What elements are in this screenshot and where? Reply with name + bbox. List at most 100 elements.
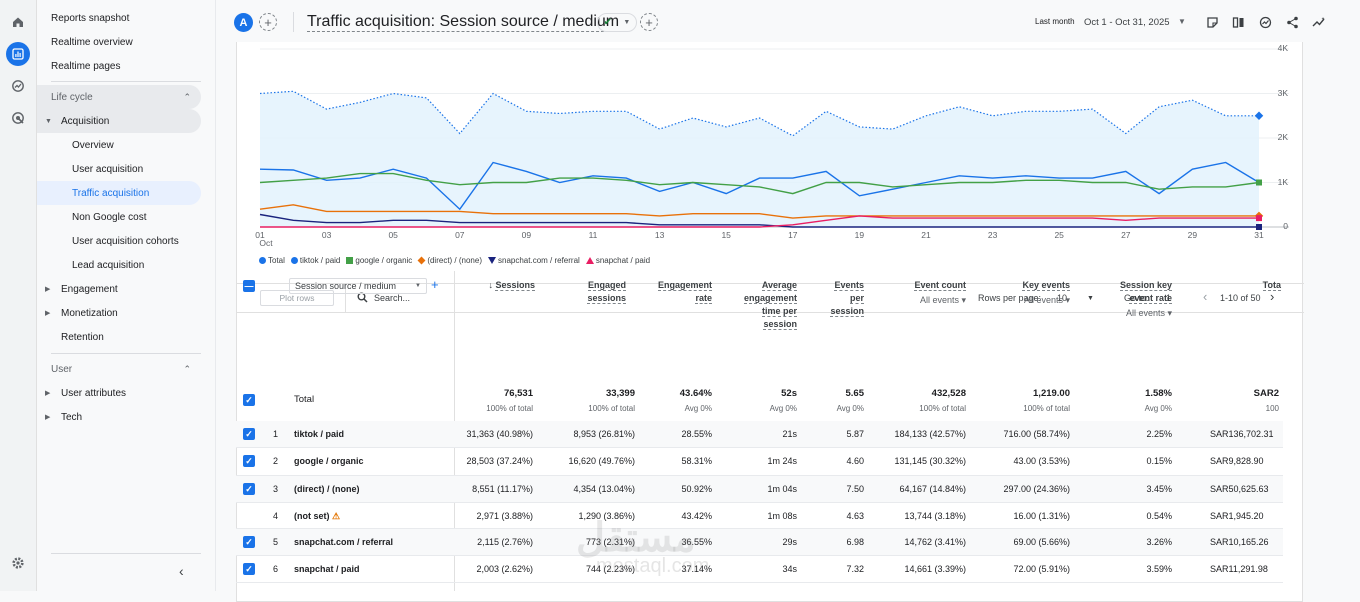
- event-filter-dropdown[interactable]: All events ▾: [1125, 308, 1172, 318]
- legend-item[interactable]: Total: [259, 256, 285, 265]
- nav-monetization[interactable]: ▶ Monetization: [37, 301, 201, 325]
- search-input[interactable]: Search...: [374, 292, 411, 303]
- nav-realtime-overview[interactable]: Realtime overview: [37, 30, 201, 54]
- nav-retention[interactable]: Retention: [37, 325, 201, 349]
- plot-rows-button[interactable]: Plot rows: [260, 290, 334, 306]
- row-number: 2: [273, 456, 279, 466]
- collapse-chevron-left-icon[interactable]: ‹: [179, 563, 184, 579]
- warning-icon[interactable]: ⚠: [329, 511, 341, 521]
- table-row[interactable]: ✓ 5 snapchat.com / referral 2,115 (2.76%) 77…: [236, 529, 1283, 556]
- total-value: 1,219.00: [1033, 388, 1070, 399]
- advertising-icon[interactable]: [6, 106, 30, 130]
- table-row[interactable]: 4 (not set) ⚠ 2,971 (3.88%) 1,290 (3.86%) 43…: [236, 503, 1283, 529]
- row-dimension-value[interactable]: google / organic: [294, 456, 364, 466]
- col-total-revenue[interactable]: Tota: [1241, 279, 1281, 292]
- row-checkbox[interactable]: [243, 510, 255, 522]
- home-icon[interactable]: [6, 10, 30, 34]
- section-life-cycle[interactable]: Life cycle ⌃: [37, 85, 201, 109]
- nav-non-google-cost[interactable]: Non Google cost: [37, 205, 201, 229]
- nav-lead-acquisition[interactable]: Lead acquisition: [37, 253, 201, 277]
- row-checkbox[interactable]: ✓: [243, 483, 255, 495]
- nav-label: Traffic acquisition: [72, 187, 150, 199]
- table-row[interactable]: ✓ 6 snapchat / paid 2,003 (2.62%) 744 (2.23%…: [236, 556, 1283, 583]
- col-session-key-event-rate[interactable]: Session key event rate All events ▾: [1102, 279, 1172, 320]
- explore-icon[interactable]: [6, 74, 30, 98]
- row-checkbox[interactable]: ✓: [243, 455, 255, 467]
- dimension-selector[interactable]: Session source / medium ▼: [289, 278, 427, 294]
- dimension-text: (direct) / (none): [294, 484, 360, 494]
- col-engaged-sessions[interactable]: Engaged sessions: [566, 279, 626, 305]
- insights-icon[interactable]: [1256, 13, 1274, 31]
- legend-item[interactable]: google / organic: [346, 256, 412, 265]
- row-cell: 4.60: [846, 456, 864, 466]
- legend-label: snapchat / paid: [595, 256, 651, 265]
- nav-user-acquisition[interactable]: User acquisition: [37, 157, 201, 181]
- nav-engagement[interactable]: ▶ Engagement: [37, 277, 201, 301]
- nav-user-attributes[interactable]: ▶ User attributes: [37, 381, 201, 405]
- total-checkbox[interactable]: ✓: [243, 394, 255, 406]
- table-row[interactable]: ✓ 1 tiktok / paid 31,363 (40.98%) 8,953 (26.…: [236, 421, 1283, 448]
- nav-label: User acquisition: [72, 163, 144, 175]
- add-comparison-plus-icon[interactable]: +: [259, 13, 277, 31]
- col-events-per-session[interactable]: Events per session: [824, 279, 864, 318]
- caret-down-icon[interactable]: ▼: [1087, 295, 1094, 302]
- date-caret-down-icon[interactable]: ▼: [1178, 17, 1186, 26]
- event-filter-dropdown[interactable]: All events ▾: [1023, 295, 1070, 305]
- nav-reports-snapshot[interactable]: Reports snapshot: [37, 6, 201, 30]
- table-row[interactable]: ✓ 3 (direct) / (none) 8,551 (11.17%) 4,354 (…: [236, 476, 1283, 503]
- share-icon[interactable]: [1283, 13, 1301, 31]
- settings-gear-icon[interactable]: [6, 551, 30, 575]
- nav-acquisition-overview[interactable]: Overview: [37, 133, 201, 157]
- edit-report-icon[interactable]: [1203, 13, 1221, 31]
- rows-per-page-select[interactable]: 10: [1057, 293, 1068, 303]
- legend-item[interactable]: tiktok / paid: [290, 256, 340, 265]
- legend-item[interactable]: snapchat / paid: [585, 256, 651, 265]
- col-avg-engagement-time[interactable]: Average engagement time per session: [730, 279, 797, 331]
- total-value: 432,528: [931, 388, 966, 399]
- add-dimension-plus-icon[interactable]: +: [431, 277, 439, 292]
- reports-icon[interactable]: [6, 42, 30, 66]
- row-dimension-value[interactable]: snapchat / paid: [294, 564, 360, 574]
- x-tick-label: 15: [721, 230, 731, 240]
- add-filter-plus-icon[interactable]: +: [640, 13, 658, 31]
- row-checkbox[interactable]: ✓: [243, 563, 255, 575]
- main-content: A + Traffic acquisition: Session source …: [216, 0, 1360, 602]
- row-dimension-value[interactable]: (direct) / (none): [294, 484, 360, 494]
- event-filter-dropdown[interactable]: All events ▾: [919, 295, 966, 305]
- col-engagement-rate[interactable]: Engagement rate: [656, 279, 712, 305]
- date-range-picker[interactable]: Oct 1 - Oct 31, 2025: [1084, 17, 1170, 28]
- prev-page-chevron-icon[interactable]: ‹: [1203, 289, 1208, 304]
- legend-item[interactable]: (direct) / (none): [417, 256, 482, 265]
- row-checkbox[interactable]: ✓: [243, 536, 255, 548]
- goto-page-input[interactable]: 1: [1166, 293, 1172, 303]
- select-all-checkbox[interactable]: —: [243, 280, 255, 292]
- nav-realtime-pages[interactable]: Realtime pages: [37, 54, 201, 78]
- caret-right-icon: ▶: [45, 310, 51, 317]
- dimension-label: Session source / medium: [295, 281, 397, 291]
- next-page-chevron-icon[interactable]: ›: [1270, 289, 1275, 304]
- total-subtext: Avg 0%: [1144, 404, 1172, 413]
- row-cell: 50.92%: [681, 484, 712, 494]
- table-row[interactable]: ✓ 2 google / organic 28,503 (37.24%) 16,620 …: [236, 448, 1283, 476]
- nav-user-acquisition-cohorts[interactable]: User acquisition cohorts: [37, 229, 201, 253]
- nav-traffic-acquisition[interactable]: Traffic acquisition: [37, 181, 201, 205]
- comparison-avatar[interactable]: A: [234, 13, 253, 32]
- legend-item[interactable]: snapchat.com / referral: [488, 256, 580, 265]
- col-sessions[interactable]: ↓ Sessions: [468, 279, 535, 292]
- section-user[interactable]: User ⌃: [37, 357, 201, 381]
- row-checkbox[interactable]: ✓: [243, 428, 255, 440]
- row-dimension-value[interactable]: (not set) ⚠: [294, 511, 340, 522]
- col-event-count[interactable]: Event count All events ▾: [896, 279, 966, 307]
- row-cell: 7.50: [846, 484, 864, 494]
- x-tick-label: 07: [455, 230, 465, 240]
- trend-sparkle-icon[interactable]: [1310, 13, 1328, 31]
- col-key-events[interactable]: Key events All events ▾: [996, 279, 1070, 307]
- compare-columns-icon[interactable]: [1229, 13, 1247, 31]
- nav-acquisition[interactable]: ▼ Acquisition: [37, 109, 201, 133]
- row-cell: 8,953 (26.81%): [573, 429, 635, 439]
- nav-tech[interactable]: ▶ Tech: [37, 405, 201, 429]
- report-status-dropdown[interactable]: ✔ ▼: [597, 13, 637, 32]
- series-end-marker: [1256, 224, 1262, 230]
- row-dimension-value[interactable]: tiktok / paid: [294, 429, 344, 439]
- row-dimension-value[interactable]: snapchat.com / referral: [294, 537, 393, 547]
